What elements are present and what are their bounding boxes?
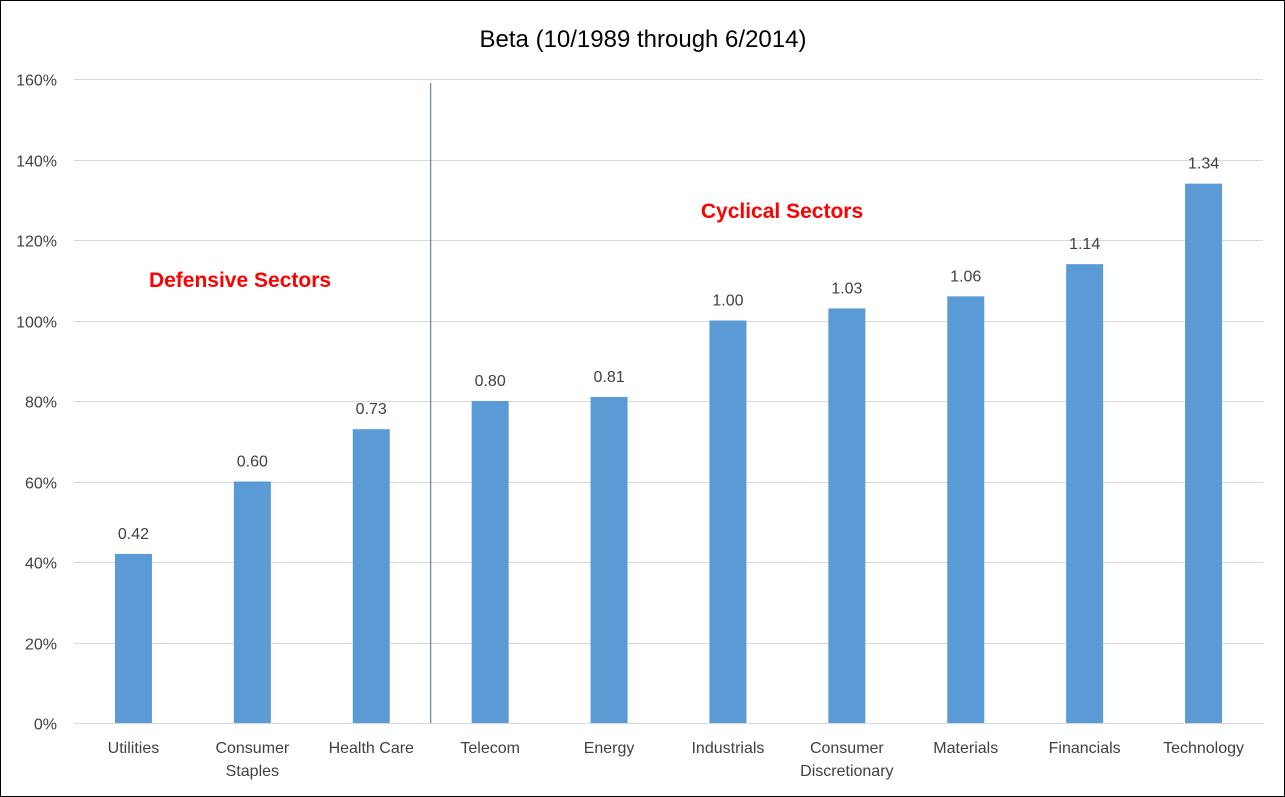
category-label: Consumer [810, 740, 884, 757]
annotation-cyclical-sectors: Cyclical Sectors [701, 200, 863, 223]
data-label: 0.80 [475, 373, 506, 390]
category-label: Industrials [691, 740, 764, 757]
category-label: Financials [1049, 740, 1121, 757]
bar [352, 429, 390, 723]
data-label: 1.00 [712, 293, 743, 310]
bar [1185, 183, 1223, 723]
bar [114, 553, 152, 723]
y-tick-label: 20% [25, 637, 57, 654]
data-label: 0.73 [356, 401, 387, 418]
category-label: Utilities [108, 740, 160, 757]
data-label: 1.14 [1069, 236, 1100, 253]
y-tick-label: 160% [16, 73, 57, 90]
y-axis-tick-labels: 0% 20% 40% 60% 80% 100% 120% 140% 160% [16, 73, 57, 734]
category-label: Energy [584, 740, 635, 757]
data-label: 1.06 [950, 268, 981, 285]
data-label: 0.81 [593, 369, 624, 386]
category-label: Discretionary [800, 763, 893, 780]
category-label: Consumer [215, 740, 289, 757]
x-axis-category-labels: Utilities Consumer Staples Health Care Telec… [108, 740, 1244, 780]
bar [590, 396, 628, 723]
y-tick-label: 120% [16, 234, 57, 251]
y-tick-label: 140% [16, 154, 57, 171]
bar [233, 481, 271, 723]
category-label: Health Care [329, 740, 414, 757]
bar [947, 296, 985, 723]
data-label: 1.03 [831, 280, 862, 297]
bar [709, 320, 747, 723]
bar [828, 308, 866, 723]
bar [471, 401, 509, 723]
y-tick-label: 0% [34, 717, 57, 734]
category-label: Staples [226, 763, 279, 780]
data-label: 1.34 [1188, 156, 1219, 173]
y-tick-label: 40% [25, 556, 57, 573]
data-labels: 0.42 0.60 0.73 0.80 0.81 1.00 1.03 1.06 1.14 1.34 [118, 156, 1219, 543]
category-label: Technology [1163, 740, 1244, 757]
chart-title: Beta (10/1989 through 6/2014) [480, 26, 807, 53]
category-label: Materials [933, 740, 998, 757]
y-tick-label: 60% [25, 476, 57, 493]
bar [1066, 264, 1104, 723]
gridlines [74, 79, 1263, 724]
y-tick-label: 100% [16, 315, 57, 332]
y-tick-label: 80% [25, 395, 57, 412]
bars [114, 183, 1223, 723]
data-label: 0.60 [237, 454, 268, 471]
data-label: 0.42 [118, 526, 149, 543]
annotation-defensive-sectors: Defensive Sectors [149, 269, 331, 292]
category-label: Telecom [460, 740, 520, 757]
